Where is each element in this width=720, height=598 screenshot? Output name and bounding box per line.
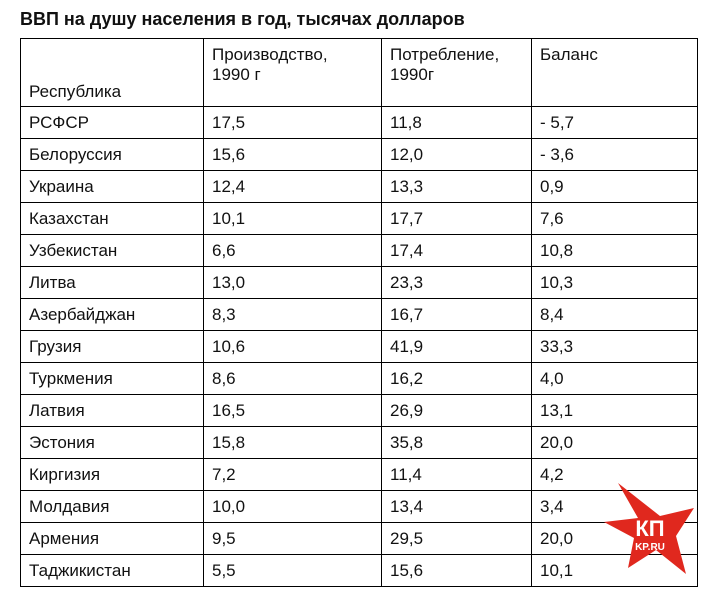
cell: 0,9: [531, 170, 698, 203]
row: Белоруссия 15,6 12,0- 3,6: [20, 138, 698, 171]
header-cell: Потребление, 1990г: [381, 38, 532, 107]
cell: 13,0: [203, 266, 382, 299]
cell: 16,5: [203, 394, 382, 427]
header-cell: Республика: [20, 38, 204, 107]
cell: 41,9: [381, 330, 532, 363]
cell: 35,8: [381, 426, 532, 459]
cell: 13,3: [381, 170, 532, 203]
cell: - 3,6: [531, 138, 698, 171]
cell: Таджикистан: [20, 554, 204, 587]
cell: 8,4: [531, 298, 698, 331]
cell: Эстония: [20, 426, 204, 459]
cell: 10,3: [531, 266, 698, 299]
cell: 10,0: [203, 490, 382, 523]
cell: 11,8: [381, 106, 532, 139]
row: Литва 13,0 23,3 10,3: [20, 266, 698, 299]
cell: 17,4: [381, 234, 532, 267]
cell: Грузия: [20, 330, 204, 363]
cell: Латвия: [20, 394, 204, 427]
cell: 8,6: [203, 362, 382, 395]
row: Армения 9,5 29,5 20,0: [20, 522, 698, 555]
row: Молдавия 10,0 13,4 3,4: [20, 490, 698, 523]
row: Эстония 15,8 35,8 20,0: [20, 426, 698, 459]
cell: 6,6: [203, 234, 382, 267]
logo-text: КП: [635, 516, 664, 541]
cell: 4,2: [531, 458, 698, 491]
row: Азербайджан 8,3 16,7 8,4: [20, 298, 698, 331]
cell: 33,3: [531, 330, 698, 363]
header-cell: Баланс: [531, 38, 698, 107]
cell: 20,0: [531, 426, 698, 459]
row: Туркмения 8,6 16,2 4,0: [20, 362, 698, 395]
cell: Туркмения: [20, 362, 204, 395]
head: Республика Производство, 1990 г Потреблени…: [20, 38, 698, 107]
cell: 15,8: [203, 426, 382, 459]
row: Узбекистан 6,6 17,4 10,8: [20, 234, 698, 267]
cell: 12,4: [203, 170, 382, 203]
cell: Молдавия: [20, 490, 204, 523]
cell: 10,8: [531, 234, 698, 267]
row: Украина 12,4 13,3 0,9: [20, 170, 698, 203]
cell: 12,0: [381, 138, 532, 171]
cell: 13,1: [531, 394, 698, 427]
cell: 29,5: [381, 522, 532, 555]
logo-star: [604, 483, 694, 574]
cell: 7,6: [531, 202, 698, 235]
title: ВВП на душу населения в год, тысячах дол…: [20, 9, 465, 29]
cell: 23,3: [381, 266, 532, 299]
cell: 17,7: [381, 202, 532, 235]
cell: Казахстан: [20, 202, 204, 235]
logo-site: KP.RU: [635, 542, 665, 553]
row: Таджикистан 5,5 15,6 10,1: [20, 554, 698, 587]
cell: 4,0: [531, 362, 698, 395]
cell: 11,4: [381, 458, 532, 491]
cell: Узбекистан: [20, 234, 204, 267]
cell: 10,1: [203, 202, 382, 235]
logo: КП KP.RU: [604, 483, 694, 574]
cell: 8,3: [203, 298, 382, 331]
table: Республика Производство, 1990 г Потреблени…: [20, 38, 698, 587]
cell: 15,6: [203, 138, 382, 171]
cell: Литва: [20, 266, 204, 299]
cell: 7,2: [203, 458, 382, 491]
row: Киргизия 7,2 11,4 4,2: [20, 458, 698, 491]
cell: 13,4: [381, 490, 532, 523]
cell: 16,2: [381, 362, 532, 395]
row: Латвия 16,5 26,9 13,1: [20, 394, 698, 427]
cell: Киргизия: [20, 458, 204, 491]
cell: 10,6: [203, 330, 382, 363]
cell: - 5,7: [531, 106, 698, 139]
cell: 15,6: [381, 554, 532, 587]
cell: 26,9: [381, 394, 532, 427]
cell: Азербайджан: [20, 298, 204, 331]
cell: Белоруссия: [20, 138, 204, 171]
cell: 5,5: [203, 554, 382, 587]
cell: РСФСР: [20, 106, 204, 139]
cell: Армения: [20, 522, 204, 555]
row: РСФСР 17,5 11,8- 5,7: [20, 106, 698, 139]
cell: 16,7: [381, 298, 532, 331]
row: Казахстан 10,1 17,7 7,6: [20, 202, 698, 235]
cell: 17,5: [203, 106, 382, 139]
cell: Украина: [20, 170, 204, 203]
header-cell: Производство, 1990 г: [203, 38, 382, 107]
row: Грузия 10,6 41,9 33,3: [20, 330, 698, 363]
cell: 9,5: [203, 522, 382, 555]
